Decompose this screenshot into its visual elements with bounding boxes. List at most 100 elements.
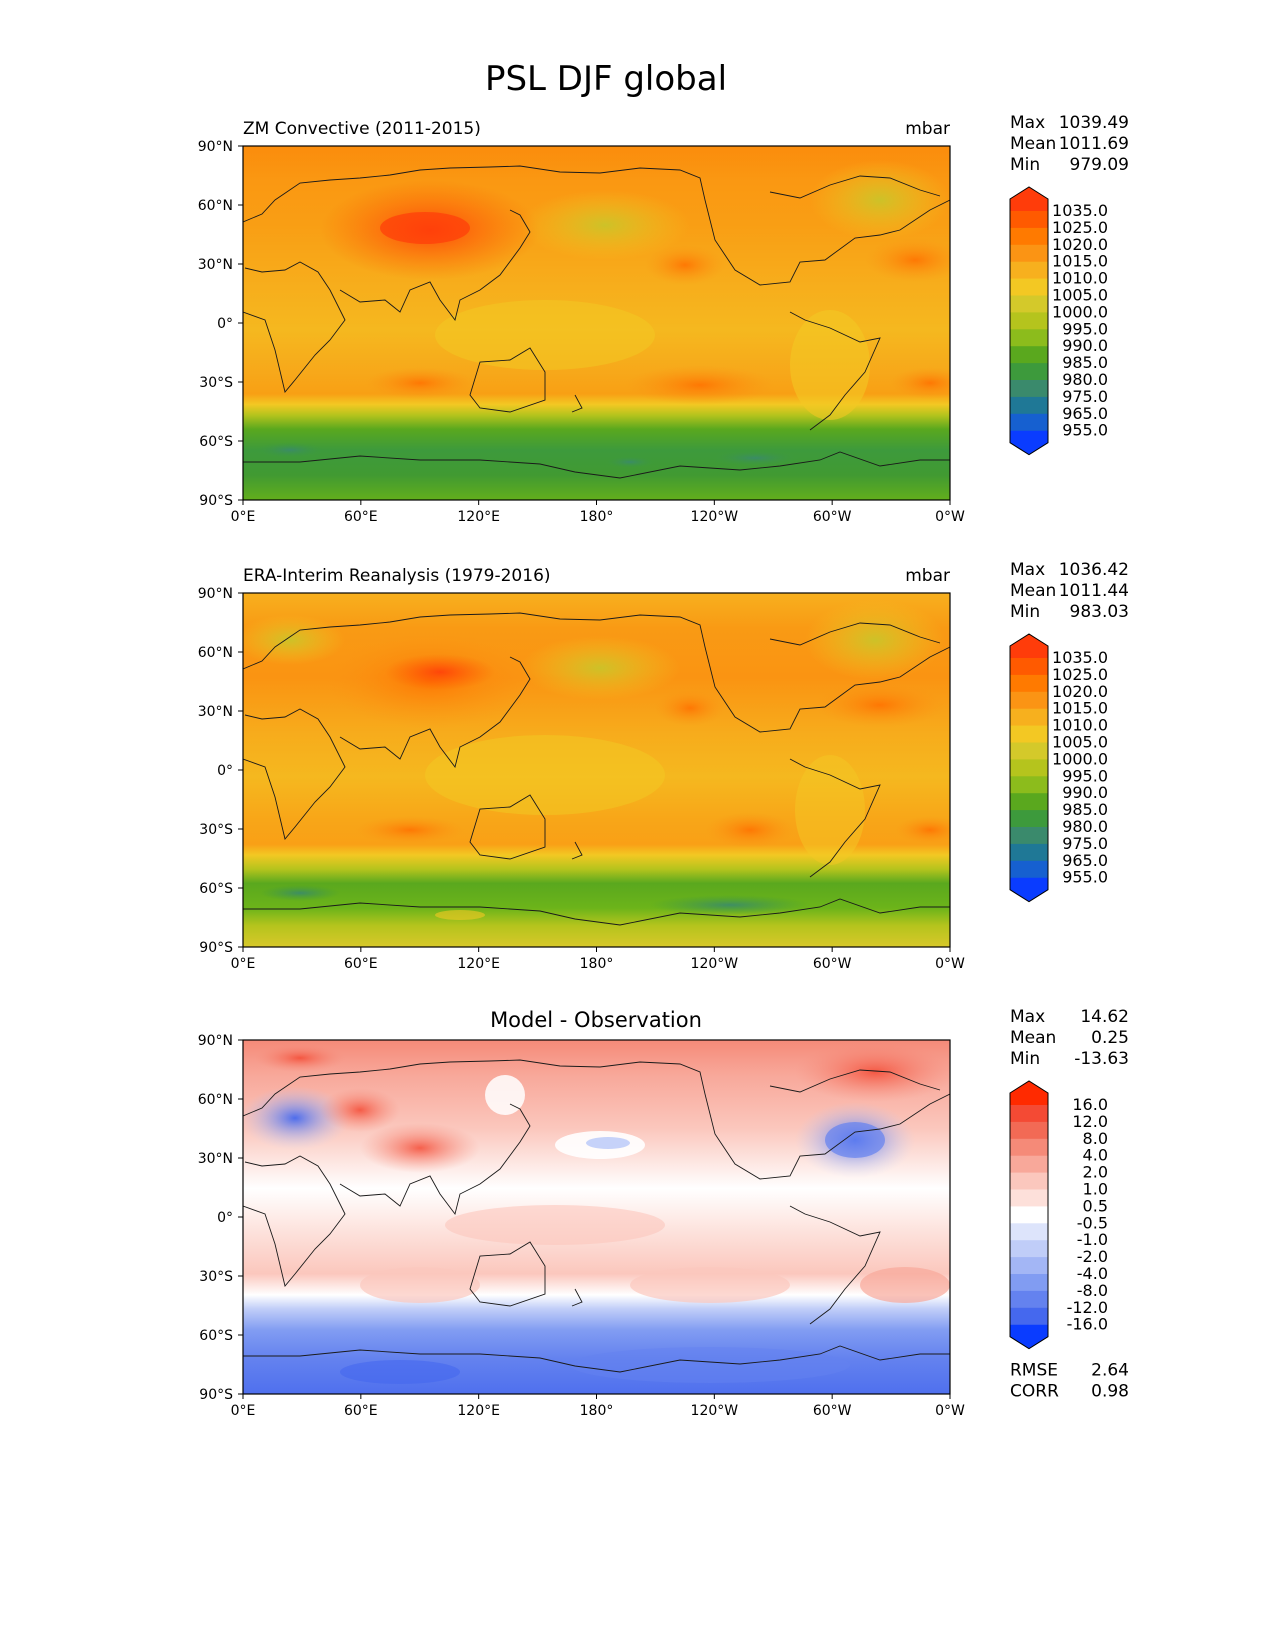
y-tick-label: 60°S [199,434,233,450]
colorbar-bin [1010,860,1048,879]
axes-and-legends: 0°E 60°E 120°E 180° 120°W 60°W 0°W 90°N 60°N 30°N… [198,113,1129,1419]
panel-annotations-reference: 0°E 60°E 120°E 180° 120°W 60°W 0°W 90°N 60°N 30°N… [198,560,1129,972]
colorbar-bin [1010,1274,1048,1292]
colorbar-tick-label: 980.0 [1062,817,1108,836]
stat-value-min: -13.63 [1074,1049,1129,1069]
colorbar-bin [1010,776,1048,794]
colorbar-bin [1010,278,1048,296]
colorbar-tick-label: 1000.0 [1052,749,1108,768]
colorbar-tick-label: 1025.0 [1052,218,1108,237]
stat-label-min: Min [1010,155,1040,175]
y-tick-label: 30°N [198,257,233,273]
x-tick-label: 0°E [231,956,256,972]
y-tick-label: 30°N [198,704,233,720]
x-tick-label: 120°W [691,509,739,525]
colorbar-extend-max [1010,187,1048,211]
panel-reference: ERA-Interim Reanalysis (1979-2016) mbar [242,566,951,948]
colorbar-bin [1010,227,1048,246]
x-tick-label: 120°W [691,1403,739,1419]
stat-value-min: 983.03 [1070,602,1129,622]
colorbar-tick-label: 1.0 [1083,1180,1108,1199]
stat-label-min: Min [1010,1049,1040,1069]
x-tick-label: 60°E [344,1403,378,1419]
y-tick-label: 60°N [198,645,233,661]
x-tick-label: 0°E [231,509,256,525]
colorbar-bin [1010,827,1048,845]
y-tick-label: 90°N [198,1033,233,1049]
colorbar-bin [1010,691,1048,710]
colorbar-tick-label: 985.0 [1062,800,1108,819]
colorbar-tick-label: -0.5 [1077,1213,1108,1232]
panel-difference: Model - Observation [242,1008,951,1395]
colorbar-extend-max [1010,634,1048,658]
panel-units: mbar [905,566,950,586]
colorbar-tick-label: 8.0 [1083,1129,1108,1148]
colorbar-tick-label: 1035.0 [1052,201,1108,220]
coastlines [243,612,950,926]
map-field [243,146,950,500]
colorbar-bin [1010,793,1048,811]
colorbar-tick-label: 1020.0 [1052,682,1108,701]
stat-label-max: Max [1010,113,1045,133]
x-tick-label: 120°E [457,1403,500,1419]
colorbar-bin [1010,1307,1048,1326]
colorbar-bin [1010,329,1048,347]
colorbar-tick-label: 4.0 [1083,1146,1108,1165]
y-tick-label: 90°S [199,940,233,956]
stat-label-mean: Mean [1010,134,1056,154]
x-tick-label: 180° [580,1403,614,1419]
colorbar-tick-label: 2.0 [1083,1163,1108,1182]
x-tick-label: 60°E [344,509,378,525]
metric-label-corr: CORR [1010,1382,1059,1402]
panel-title-left: ERA-Interim Reanalysis (1979-2016) [243,566,551,586]
colorbar-tick-label: 1020.0 [1052,235,1108,254]
colorbar-tick-label: 1015.0 [1052,252,1108,271]
colorbar-tick-label: 955.0 [1062,868,1108,887]
colorbar-bin [1010,742,1048,760]
colorbar-tick-label: 1035.0 [1052,648,1108,667]
colorbar-bin [1010,1121,1048,1140]
y-tick-label: 30°N [198,1151,233,1167]
map-field [243,593,950,947]
colorbar-bin [1010,413,1048,432]
colorbar-bin [1010,658,1048,676]
y-tick-label: 60°S [199,1328,233,1344]
colorbar-bin [1010,1257,1048,1275]
y-tick-label: 30°S [199,375,233,391]
colorbar-tick-label: 955.0 [1062,421,1108,440]
panel-title-center: Model - Observation [490,1008,702,1032]
colorbar-tick-label: 990.0 [1062,783,1108,802]
x-tick-label: 120°E [457,509,500,525]
colorbar-bin [1010,1223,1048,1241]
x-tick-label: 0°W [935,1403,965,1419]
colorbar-tick-label: -4.0 [1077,1264,1108,1283]
stat-value-mean: 0.25 [1091,1028,1129,1048]
colorbar-tick-label: 995.0 [1062,766,1108,785]
panel-test: ZM Convective (2011-2015) mbar [242,119,951,501]
colorbar-bin [1010,674,1048,693]
x-tick-label: 0°E [231,1403,256,1419]
colorbar-tick-label: 965.0 [1062,851,1108,870]
colorbar-tick-label: 16.0 [1072,1095,1108,1114]
colorbar-bin [1010,1290,1048,1309]
colorbar-extend-max [1010,1081,1048,1105]
colorbar-bin [1010,1105,1048,1123]
x-tick-label: 60°W [813,509,852,525]
y-tick-label: 60°N [198,1092,233,1108]
panel-annotations-test: 0°E 60°E 120°E 180° 120°W 60°W 0°W 90°N 60°N 30°N… [198,113,1129,525]
y-tick-label: 0° [217,316,233,332]
stat-label-min: Min [1010,602,1040,622]
x-tick-label: 180° [580,509,614,525]
metric-value-rmse: 2.64 [1091,1361,1129,1381]
stat-value-min: 979.09 [1070,155,1129,175]
y-tick-label: 90°S [199,493,233,509]
colorbar-tick-label: 0.5 [1083,1196,1108,1215]
stat-label-mean: Mean [1010,581,1056,601]
panel-title-left: ZM Convective (2011-2015) [243,119,481,139]
colorbar-bin [1010,346,1048,364]
colorbar-tick-label: 1015.0 [1052,699,1108,718]
colorbar-bin [1010,244,1048,263]
colorbar-tick-label: 1010.0 [1052,716,1108,735]
colorbar-outline [1009,1080,1049,1350]
colorbar-extend-min [1010,1324,1048,1349]
